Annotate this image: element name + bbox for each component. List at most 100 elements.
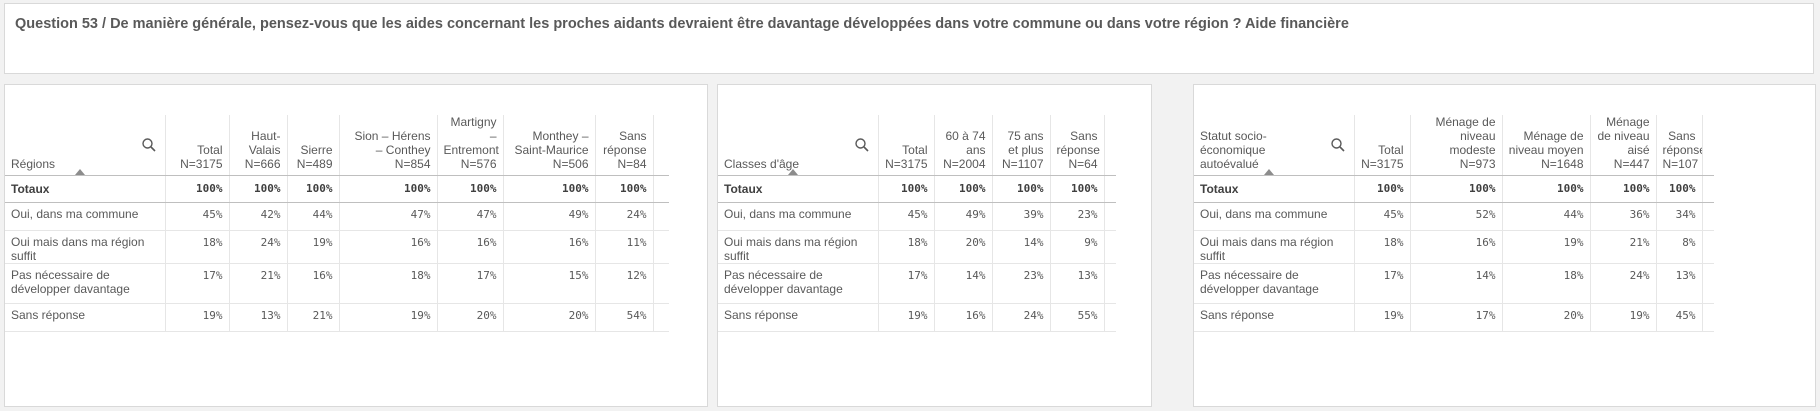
cell-value: 100% [1354,175,1411,203]
table-row: Oui mais dans ma région suffit 18% 16% 19% 2… [1194,230,1714,264]
cell-value: 24% [595,202,654,231]
table-row: Sans réponse 19% 13% 21% 19% 20% 20% 54% [5,303,669,332]
column-count: N=2004 [943,157,986,171]
sort-ascending-icon[interactable] [75,169,85,175]
table-row: Sans réponse 19% 17% 20% 19% 45% [1194,303,1714,332]
cell-value: 19% [878,303,935,332]
column-name: Sans réponse [1056,129,1100,157]
cell-value: 42% [229,202,288,231]
column-name: Sion – Hérens – Conthey [354,129,431,157]
column-header-menage-de-niveau-moyen[interactable]: Ménage de niveau moyen N=1648 [1502,115,1591,176]
row-label[interactable]: Oui mais dans ma région suffit [718,230,879,264]
column-count: N=64 [1068,157,1098,171]
column-count: N=3175 [1361,157,1404,171]
row-label[interactable]: Oui, dans ma commune [1194,202,1355,231]
regions-table-panel: Régions Total N=3175 Haut-Valais N=666 Sierre… [4,84,708,407]
column-header-sans-reponse[interactable]: Sans réponse N=107 [1656,115,1703,176]
column-name: Total [197,143,223,157]
cell-value: 14% [934,263,993,304]
column-header-menage-de-niveau-modeste[interactable]: Ménage de niveau modeste N=973 [1410,115,1503,176]
column-name: Ménage de niveau moyen [1508,129,1584,157]
cell-value: 21% [287,303,340,332]
row-label[interactable]: Sans réponse [718,303,879,332]
column-name: Haut-Valais [248,129,281,157]
dimension-header[interactable]: Statut socio-économique autoévalué [1194,115,1355,176]
cell-value: 16% [503,230,596,264]
cell-value: 100% [878,175,935,203]
cell-value: 17% [1354,263,1411,304]
cell-value: 24% [1590,263,1657,304]
column-header-haut-valais[interactable]: Haut-Valais N=666 [229,115,288,176]
cell-value: 49% [503,202,596,231]
cell-value: 45% [1354,202,1411,231]
row-label[interactable]: Oui, dans ma commune [5,202,166,231]
cell-value: 17% [1410,303,1503,332]
cell-value: 18% [339,263,438,304]
title-panel: Question 53 / De manière générale, pense… [4,3,1814,74]
scroll-gutter [653,263,669,304]
column-header-sion-herens-conthey[interactable]: Sion – Hérens – Conthey N=854 [339,115,438,176]
column-header-total[interactable]: Total N=3175 [165,115,230,176]
cell-value: 45% [878,202,935,231]
scroll-gutter [1104,202,1116,231]
column-header-sans-reponse[interactable]: Sans réponse N=64 [1050,115,1105,176]
row-label[interactable]: Sans réponse [5,303,166,332]
row-label[interactable]: Oui, dans ma commune [718,202,879,231]
search-icon[interactable] [854,137,870,153]
column-header-sans-reponse[interactable]: Sans réponse N=84 [595,115,654,176]
dimension-label: Classes d'âge [724,157,799,171]
scroll-gutter [1702,202,1714,231]
cell-value: 19% [287,230,340,264]
row-label[interactable]: Pas nécessaire de développer davantage [718,263,879,304]
column-name: Ménage de niveau aisé [1597,115,1650,157]
scroll-gutter [1702,303,1714,332]
column-header-75-ans-et-plus[interactable]: 75 ans et plus N=1107 [992,115,1051,176]
cell-value: 19% [1590,303,1657,332]
column-header-monthey-saint-maurice[interactable]: Monthey – Saint-Maurice N=506 [503,115,596,176]
scroll-gutter [653,202,669,231]
cell-value: 49% [934,202,993,231]
column-header-total[interactable]: Total N=3175 [1354,115,1411,176]
dimension-label: Régions [11,157,56,171]
row-label[interactable]: Totaux [5,175,166,203]
sort-ascending-icon[interactable] [788,169,798,175]
column-header-total[interactable]: Total N=3175 [878,115,935,176]
dimension-header[interactable]: Régions [5,115,166,176]
search-icon[interactable] [1330,137,1346,153]
cell-value: 52% [1410,202,1503,231]
row-label[interactable]: Totaux [1194,175,1355,203]
cell-value: 34% [1656,202,1703,231]
cell-value: 18% [1502,263,1591,304]
cell-value: 21% [229,263,288,304]
table-row: Pas nécessaire de développer davantage 17… [718,263,1116,304]
column-count: N=973 [1459,157,1496,171]
column-header-sierre[interactable]: Sierre N=489 [287,115,340,176]
totals-row: Totaux 100% 100% 100% 100% 100% [1194,175,1714,203]
column-header-60-a-74-ans[interactable]: 60 à 74 ans N=2004 [934,115,993,176]
search-icon[interactable] [141,137,157,153]
row-label[interactable]: Pas nécessaire de développer davantage [1194,263,1355,304]
cell-value: 19% [1354,303,1411,332]
row-label[interactable]: Oui mais dans ma région suffit [5,230,166,264]
scroll-gutter [653,303,669,332]
cell-value: 44% [1502,202,1591,231]
row-label[interactable]: Totaux [718,175,879,203]
cell-value: 18% [1354,230,1411,264]
dimension-header[interactable]: Classes d'âge [718,115,879,176]
sort-ascending-icon[interactable] [1264,169,1274,175]
cell-value: 100% [934,175,993,203]
cell-value: 39% [992,202,1051,231]
cell-value: 24% [992,303,1051,332]
column-header-martigny-entremont[interactable]: Martigny – Entremont N=576 [437,115,504,176]
column-count: N=84 [617,157,647,171]
cell-value: 13% [229,303,288,332]
column-header-menage-de-niveau-aise[interactable]: Ménage de niveau aisé N=447 [1590,115,1657,176]
row-label[interactable]: Sans réponse [1194,303,1355,332]
table-row: Pas nécessaire de développer davantage 17… [1194,263,1714,304]
cell-value: 19% [165,303,230,332]
scroll-gutter [1104,115,1116,176]
row-label[interactable]: Pas nécessaire de développer davantage [5,263,166,304]
row-label[interactable]: Oui mais dans ma région suffit [1194,230,1355,264]
age-classes-table-panel: Classes d'âge Total N=3175 60 à 74 ans N=200… [717,84,1152,407]
cell-value: 100% [165,175,230,203]
